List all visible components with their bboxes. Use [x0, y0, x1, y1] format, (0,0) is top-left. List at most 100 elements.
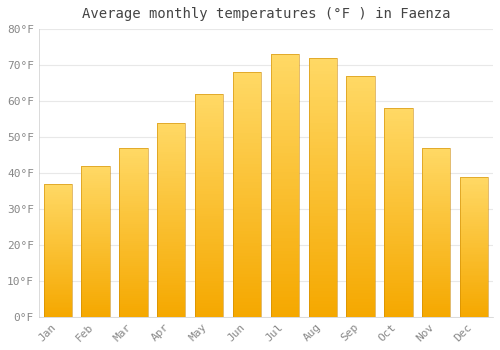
Bar — [346, 217, 375, 220]
Bar — [157, 164, 186, 166]
Bar — [233, 127, 261, 130]
Bar — [44, 192, 72, 194]
Bar — [233, 93, 261, 97]
Bar — [460, 304, 488, 306]
Bar — [346, 268, 375, 272]
Bar — [82, 249, 110, 251]
Bar — [82, 239, 110, 241]
Bar — [82, 287, 110, 288]
Bar — [346, 278, 375, 281]
Bar — [82, 202, 110, 203]
Bar — [195, 208, 224, 211]
Bar — [270, 182, 299, 186]
Bar — [195, 267, 224, 270]
Bar — [195, 289, 224, 292]
Bar — [270, 67, 299, 71]
Bar — [270, 254, 299, 258]
Bar — [384, 147, 412, 150]
Bar — [82, 315, 110, 317]
Bar — [384, 111, 412, 113]
Bar — [119, 268, 148, 270]
Bar — [422, 283, 450, 285]
Bar — [82, 226, 110, 228]
Bar — [384, 192, 412, 194]
Bar — [384, 178, 412, 181]
Bar — [460, 312, 488, 313]
Bar — [44, 205, 72, 207]
Bar — [270, 209, 299, 212]
Bar — [308, 226, 337, 229]
Bar — [157, 309, 186, 312]
Bar — [233, 286, 261, 289]
Bar — [346, 251, 375, 253]
Bar — [195, 94, 224, 317]
Bar — [270, 300, 299, 304]
Bar — [195, 294, 224, 297]
Bar — [195, 122, 224, 125]
Bar — [157, 220, 186, 222]
Bar — [460, 275, 488, 276]
Bar — [308, 307, 337, 310]
Bar — [460, 228, 488, 229]
Bar — [460, 197, 488, 199]
Bar — [384, 184, 412, 187]
Bar — [157, 183, 186, 186]
Bar — [82, 253, 110, 254]
Bar — [460, 220, 488, 222]
Bar — [44, 262, 72, 264]
Bar — [422, 148, 450, 150]
Bar — [195, 278, 224, 281]
Bar — [346, 124, 375, 127]
Bar — [233, 292, 261, 295]
Bar — [119, 294, 148, 296]
Bar — [233, 216, 261, 219]
Bar — [195, 303, 224, 306]
Bar — [270, 245, 299, 248]
Bar — [346, 145, 375, 148]
Bar — [233, 170, 261, 173]
Bar — [44, 265, 72, 267]
Bar — [308, 142, 337, 145]
Bar — [422, 177, 450, 180]
Bar — [422, 226, 450, 228]
Bar — [460, 224, 488, 226]
Bar — [346, 181, 375, 184]
Bar — [44, 199, 72, 200]
Bar — [233, 188, 261, 191]
Bar — [157, 225, 186, 227]
Bar — [82, 306, 110, 307]
Bar — [233, 308, 261, 311]
Bar — [384, 176, 412, 178]
Bar — [460, 214, 488, 215]
Bar — [346, 230, 375, 232]
Bar — [308, 181, 337, 184]
Bar — [308, 80, 337, 84]
Bar — [384, 160, 412, 163]
Bar — [346, 103, 375, 106]
Bar — [195, 135, 224, 138]
Bar — [82, 236, 110, 238]
Bar — [270, 189, 299, 192]
Bar — [460, 313, 488, 315]
Bar — [346, 266, 375, 268]
Bar — [384, 241, 412, 244]
Bar — [82, 251, 110, 253]
Bar — [422, 175, 450, 177]
Bar — [270, 294, 299, 297]
Bar — [270, 222, 299, 225]
Bar — [157, 198, 186, 200]
Bar — [422, 256, 450, 258]
Bar — [346, 208, 375, 211]
Bar — [233, 161, 261, 164]
Bar — [233, 140, 261, 142]
Bar — [384, 207, 412, 210]
Bar — [346, 112, 375, 115]
Bar — [270, 74, 299, 77]
Bar — [119, 256, 148, 258]
Bar — [195, 216, 224, 219]
Bar — [422, 188, 450, 190]
Bar — [308, 126, 337, 129]
Bar — [233, 271, 261, 274]
Bar — [157, 298, 186, 300]
Bar — [422, 228, 450, 230]
